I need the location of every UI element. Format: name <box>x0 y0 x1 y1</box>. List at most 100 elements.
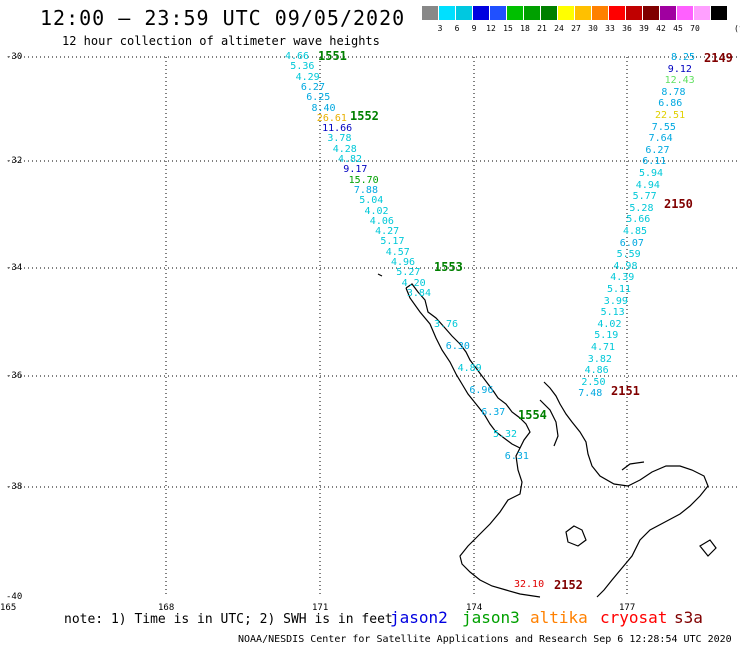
colorbar-swatch <box>626 6 642 20</box>
wave-height-label: 2.50 <box>581 376 606 388</box>
wave-height-label: 5.94 <box>639 168 664 179</box>
wave-height-label: 6.07 <box>619 237 644 249</box>
wave-height-label: 3.76 <box>434 319 459 330</box>
colorbar-swatch <box>439 6 455 20</box>
note-text: note: 1) Time is in UTC; 2) SWH is in fe… <box>64 612 393 627</box>
wave-height-label: 6.30 <box>445 341 470 352</box>
colorbar-tick: 21 <box>537 24 547 33</box>
colorbar-swatch <box>473 6 489 20</box>
x-tick-label: 177 <box>619 603 636 613</box>
wave-height-label: 5.13 <box>600 307 625 319</box>
wave-height-label: 4.02 <box>597 318 622 330</box>
colorbar-tick: 18 <box>520 24 530 33</box>
colorbar-swatch <box>711 6 727 20</box>
wave-height-label: 6.27 <box>300 81 325 93</box>
wave-height-label: 4.28 <box>332 143 357 155</box>
y-tick-label: -30 <box>6 52 23 62</box>
colorbar-tick: 39 <box>639 24 649 33</box>
x-tick-label: 174 <box>466 603 483 613</box>
colorbar-tick: 30 <box>588 24 598 33</box>
colorbar-tick: 15 <box>503 24 513 33</box>
wave-height-label: 3.78 <box>327 133 352 145</box>
wave-height-label: 5.59 <box>616 249 641 261</box>
colorbar-swatch <box>575 6 591 20</box>
map-title: 12:00 – 23:59 UTC 09/05/2020 <box>40 6 406 30</box>
colorbar-swatch <box>558 6 574 20</box>
wave-height-label: 22.51 <box>655 110 686 121</box>
colorbar-tick: 33 <box>605 24 615 33</box>
legend-jason2: jason2 <box>390 608 448 627</box>
legend-jason3: jason3 <box>462 608 520 627</box>
wave-height-label: 4.96 <box>391 257 416 268</box>
wave-height-label: 5.32 <box>493 429 518 440</box>
x-tick-label: 171 <box>312 603 329 613</box>
wave-height-label: 12.43 <box>664 75 695 87</box>
wave-height-label: 9.12 <box>667 63 692 75</box>
wave-height-label: 4.66 <box>285 51 310 62</box>
wave-height-label: 4.98 <box>613 260 638 272</box>
wave-height-label: 11.66 <box>322 123 353 135</box>
pass-label: 1554 <box>518 408 547 422</box>
wave-height-label: 4.82 <box>338 154 363 165</box>
wave-height-label: 4.85 <box>623 226 648 237</box>
colorbar-swatch <box>694 6 710 20</box>
pass-label: 2150 <box>664 197 693 211</box>
wave-height-label: 4.89 <box>457 363 482 374</box>
map-subtitle: 12 hour collection of altimeter wave hei… <box>62 34 380 48</box>
pass-label: 1553 <box>434 260 463 274</box>
colorbar-tick: 9 <box>471 24 477 33</box>
wave-height-label: 6.37 <box>481 407 506 418</box>
colorbar-swatch <box>507 6 523 20</box>
wave-height-label: 4.06 <box>369 215 394 227</box>
wave-height-label: 3.82 <box>587 353 612 365</box>
x-tick-label: 168 <box>158 603 175 613</box>
pass-label: 2149 <box>704 51 733 65</box>
y-tick-label: -32 <box>6 156 23 166</box>
wave-height-label: 4.39 <box>610 272 635 284</box>
wave-height-label: 5.66 <box>626 214 651 226</box>
x-tick-label: 165 <box>0 603 17 613</box>
wave-height-label: 5.19 <box>594 330 619 342</box>
pass-label: 1552 <box>350 109 379 123</box>
colorbar-unit: (ft) <box>734 24 740 33</box>
colorbar-swatch <box>422 6 438 20</box>
colorbar-swatch <box>456 6 472 20</box>
colorbar-tick: 42 <box>656 24 666 33</box>
wave-height-label: 4.29 <box>295 71 320 83</box>
footer-credit: NOAA/NESDIS Center for Satellite Applica… <box>238 634 732 645</box>
wave-height-label: 26.61 <box>316 112 347 124</box>
wave-height-label: 7.88 <box>353 184 378 196</box>
colorbar-swatch <box>660 6 676 20</box>
wave-height-label: 15.70 <box>348 174 379 186</box>
colorbar-swatch <box>643 6 659 20</box>
wave-height-label: 5.77 <box>632 191 657 203</box>
colorbar-tick: 36 <box>622 24 632 33</box>
y-tick-label: -38 <box>6 482 23 492</box>
colorbar-swatch <box>524 6 540 20</box>
colorbar-tick: 3 <box>437 24 443 33</box>
wave-height-label: 6.31 <box>504 451 529 462</box>
wave-height-label: 8.40 <box>311 102 336 114</box>
wave-height-label: 5.27 <box>396 267 421 279</box>
colorbar-tick: 70 <box>690 24 700 33</box>
wave-height-label: 5.17 <box>380 236 405 248</box>
colorbar-tick: 27 <box>571 24 581 33</box>
wave-height-label: 7.55 <box>651 121 676 133</box>
wave-height-label: 6.96 <box>469 385 494 396</box>
legend-cryosat: cryosat <box>600 608 668 627</box>
wave-height-label: 6.11 <box>642 156 667 168</box>
colorbar-swatch <box>609 6 625 20</box>
wave-height-label: 8.78 <box>661 86 686 98</box>
pass-label: 2151 <box>611 384 640 398</box>
colorbar-tick: 45 <box>673 24 683 33</box>
wave-height-label: 6.25 <box>306 92 331 104</box>
wave-height-label: 4.20 <box>401 277 426 289</box>
wave-height-label: 3.84 <box>406 287 431 299</box>
wave-height-label: 8.25 <box>671 52 696 63</box>
wave-height-label: 3.99 <box>603 295 628 307</box>
wave-height-label: 4.27 <box>375 226 400 238</box>
wave-height-label: 7.64 <box>648 133 673 145</box>
wave-height-label: 5.11 <box>607 284 632 295</box>
legend-s3a: s3a <box>674 608 703 627</box>
